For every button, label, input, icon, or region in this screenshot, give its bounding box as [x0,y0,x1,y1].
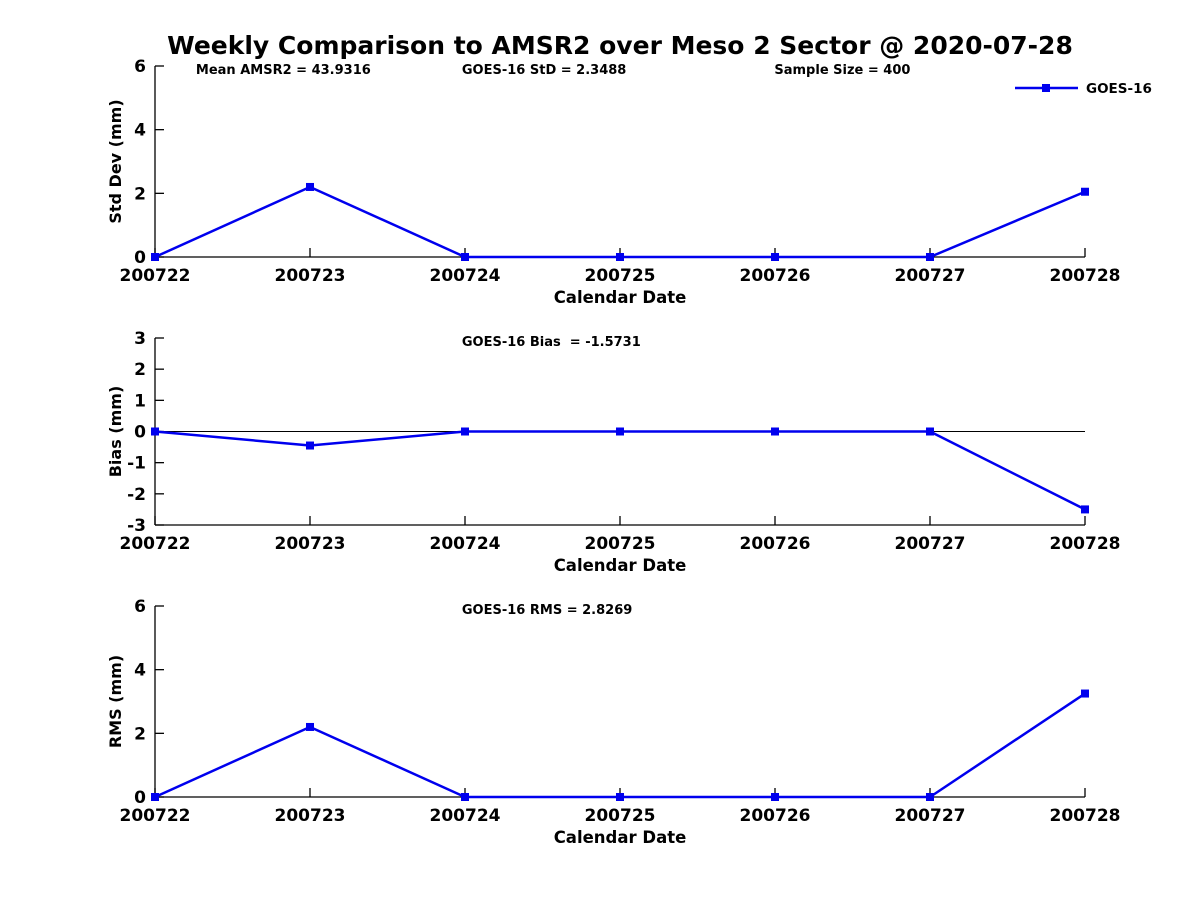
legend: GOES-16 [1015,81,1152,97]
y-tick-label: 4 [134,661,146,681]
x-axis-label: Calendar Date [554,288,687,307]
x-tick-label: 200725 [585,806,656,826]
legend-label: GOES-16 [1086,81,1152,97]
data-point-marker [1081,187,1089,196]
data-point-marker [151,427,159,436]
y-tick-label: 3 [134,329,146,349]
subplot-annotation: Mean AMSR2 = 43.9316 [196,63,371,78]
x-tick-label: 200725 [585,534,656,554]
data-point-marker [461,427,469,436]
y-tick-label: 0 [134,423,146,443]
series-line [154,430,1086,511]
data-point-marker [616,427,624,436]
data-point-marker [151,253,159,261]
x-tick-label: 200725 [585,266,656,286]
data-point-marker [306,722,314,731]
y-axis-label: Bias (mm) [106,386,125,478]
y-tick-label: 6 [134,57,146,77]
x-tick-label: 200728 [1050,266,1121,286]
y-tick-label: -3 [127,516,146,536]
x-axis-label: Calendar Date [554,828,687,847]
x-tick-label: 200724 [430,266,501,286]
x-tick-label: 200722 [120,534,191,554]
data-point-marker [151,793,159,801]
x-tick-label: 200726 [740,534,811,554]
y-tick-label: 0 [134,788,146,808]
y-tick-label: 6 [134,597,146,617]
x-axis-label: Calendar Date [554,556,687,575]
x-tick-label: 200723 [275,266,346,286]
y-tick-label: 2 [134,724,146,744]
y-axis-label: RMS (mm) [106,655,125,748]
subplot-annotation: Sample Size = 400 [774,63,910,78]
data-point-marker [461,793,469,801]
data-point-marker [771,253,779,261]
data-point-marker [926,253,934,261]
x-tick-label: 200724 [430,806,501,826]
x-tick-label: 200724 [430,534,501,554]
x-tick-label: 200723 [275,534,346,554]
subplot-annotation: GOES-16 StD = 2.3488 [462,63,626,78]
data-point-marker [306,441,314,450]
x-tick-label: 200728 [1050,806,1121,826]
data-point-marker [926,793,934,801]
data-point-marker [306,182,314,191]
x-tick-label: 200726 [740,806,811,826]
y-tick-label: -1 [127,454,146,474]
y-tick-label: 2 [134,360,146,380]
data-point-marker [771,793,779,801]
figure-title: Weekly Comparison to AMSR2 over Meso 2 S… [167,31,1073,60]
data-point-marker [616,793,624,801]
x-tick-label: 200727 [895,266,966,286]
x-tick-label: 200727 [895,806,966,826]
data-point-marker [926,427,934,436]
x-tick-label: 200728 [1050,534,1121,554]
data-point-marker [461,253,469,261]
data-point-marker [771,427,779,436]
subplot-annotation: GOES-16 Bias = -1.5731 [462,335,641,350]
y-tick-label: 0 [134,248,146,268]
series-line [154,185,1086,259]
y-tick-label: 4 [134,121,146,141]
data-point-marker [616,253,624,261]
x-tick-label: 200723 [275,806,346,826]
subplot-rms: 0 2 4 6 200722 200723 200724 200725 200726 200727… [106,597,1120,847]
subplot-std-dev: 0 2 4 6 200722 200723 200724 200725 200726 200727… [106,57,1120,307]
x-tick-label: 200722 [120,266,191,286]
subplots: 0 2 4 6 200722 200723 200724 200725 200726 200727… [106,57,1120,847]
x-tick-label: 200722 [120,806,191,826]
x-tick-label: 200727 [895,534,966,554]
y-tick-label: -2 [127,485,146,505]
y-tick-label: 1 [134,391,146,411]
series-line [154,692,1086,799]
y-tick-label: 2 [134,184,146,204]
data-point-marker [1081,505,1089,514]
x-tick-label: 200726 [740,266,811,286]
data-point-marker [1081,689,1089,698]
y-axis-label: Std Dev (mm) [106,99,125,223]
subplot-annotation: GOES-16 RMS = 2.8269 [462,603,632,618]
legend-marker [1042,84,1050,92]
